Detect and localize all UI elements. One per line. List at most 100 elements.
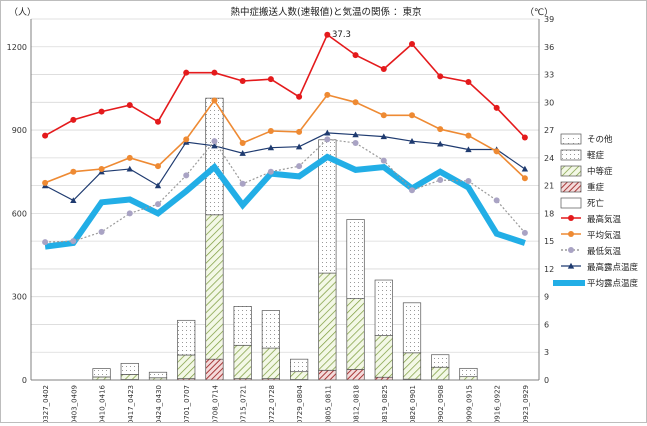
- right-tick-label: 18: [544, 209, 554, 218]
- data-point: [296, 129, 302, 135]
- right-tick-label: 6: [544, 320, 549, 329]
- x-tick-label: 0812_0818: [353, 385, 361, 422]
- data-point: [99, 166, 105, 172]
- data-point: [42, 133, 48, 139]
- x-tick-label: 0417_0423: [127, 385, 135, 422]
- left-tick-label: 900: [12, 126, 27, 135]
- data-point: [353, 99, 359, 105]
- peak-annotation: 37.3: [332, 30, 351, 40]
- data-point: [437, 73, 443, 79]
- x-tick-label: 0826_0901: [409, 385, 417, 422]
- bar-segment: [177, 355, 194, 379]
- bar-segment: [290, 359, 307, 371]
- data-point: [437, 177, 443, 183]
- right-tick-label: 27: [544, 126, 554, 135]
- right-tick-label: 39: [544, 15, 554, 24]
- data-point: [42, 180, 48, 186]
- data-point: [465, 79, 471, 85]
- bar-segment: [460, 368, 477, 376]
- line-min-temp: [45, 139, 525, 242]
- bar-segment: [375, 336, 392, 378]
- data-point: [211, 97, 217, 103]
- right-tick-label: 36: [544, 43, 554, 52]
- data-point: [381, 66, 387, 72]
- right-tick-label: 30: [544, 98, 554, 107]
- legend-label: 最高露点温度: [587, 262, 639, 273]
- data-point: [240, 140, 246, 146]
- bar-segment: [121, 363, 138, 374]
- right-tick-label: 0: [544, 376, 549, 385]
- data-point: [183, 136, 189, 142]
- x-tick-label: 0909_0915: [465, 385, 473, 422]
- x-tick-label: 0715_0721: [240, 385, 248, 422]
- data-point: [211, 138, 217, 144]
- legend-label: 中等症: [587, 166, 613, 177]
- data-point: [211, 70, 217, 76]
- legend-swatch: [561, 198, 581, 208]
- data-point: [296, 163, 302, 169]
- data-point: [381, 158, 387, 164]
- x-tick-label: 0722_0728: [268, 385, 276, 422]
- bar-segment: [234, 306, 251, 345]
- legend-label: 死亡: [587, 198, 605, 209]
- data-point: [70, 117, 76, 123]
- left-tick-label: 300: [12, 293, 27, 302]
- x-tick-label: 0819_0825: [381, 385, 389, 422]
- right-tick-label: 9: [544, 293, 549, 302]
- legend-label: 平均露点温度: [587, 278, 639, 289]
- x-tick-label: 0916_0922: [494, 385, 502, 422]
- data-point: [465, 178, 471, 184]
- line-max-dewpoint: [45, 133, 525, 201]
- legend-swatch: [561, 134, 581, 144]
- data-point: [155, 201, 161, 207]
- left-tick-label: 1200: [7, 43, 27, 52]
- data-point: [155, 163, 161, 169]
- data-point: [127, 155, 133, 161]
- bar-segment: [206, 215, 223, 359]
- bar-segment: [93, 377, 110, 380]
- x-tick-label: 0708_0714: [211, 384, 219, 422]
- data-point: [494, 197, 500, 203]
- data-point: [494, 148, 500, 154]
- bar-segment: [347, 299, 364, 370]
- legend-marker: [568, 215, 574, 221]
- right-tick-label: 12: [544, 265, 554, 274]
- legend-marker: [568, 247, 574, 253]
- right-tick-label: 15: [544, 237, 554, 246]
- bar-segment: [262, 348, 279, 379]
- left-tick-label: 600: [12, 209, 27, 218]
- bar-segment: [403, 353, 420, 379]
- data-point: [465, 133, 471, 139]
- data-point: [409, 41, 415, 47]
- data-point: [127, 210, 133, 216]
- x-tick-label: 0701_0707: [183, 385, 191, 422]
- data-point: [183, 172, 189, 178]
- bar-segment: [177, 320, 194, 355]
- x-tick-label: 0923_0929: [522, 385, 530, 422]
- bar-segment: [206, 359, 223, 380]
- data-point: [240, 78, 246, 84]
- data-point: [99, 109, 105, 115]
- data-point: [522, 175, 528, 181]
- data-point: [522, 134, 528, 140]
- bar-segment: [262, 311, 279, 348]
- data-point: [353, 140, 359, 146]
- legend-label: 軽症: [587, 150, 605, 161]
- bar-segment: [375, 280, 392, 336]
- bar-segment: [431, 355, 448, 367]
- data-point: [42, 239, 48, 245]
- right-tick-label: 3: [544, 348, 549, 357]
- bar-segment: [234, 345, 251, 378]
- bar-segment: [149, 372, 166, 378]
- legend-label: 最高気温: [587, 214, 622, 225]
- data-point: [324, 32, 330, 38]
- data-point: [99, 229, 105, 235]
- legend-swatch: [561, 182, 581, 192]
- x-tick-label: 0729_0804: [296, 384, 304, 422]
- bar-segment: [93, 369, 110, 377]
